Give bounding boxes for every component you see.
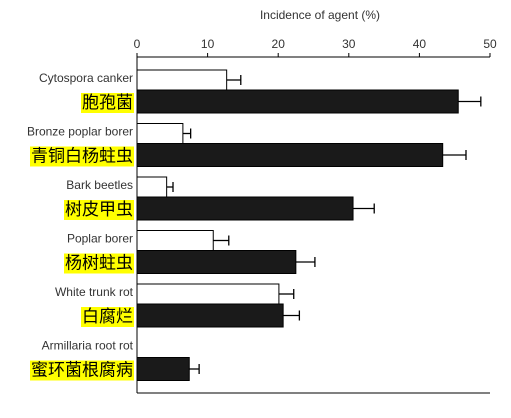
label-highlight xyxy=(30,360,134,381)
category-label: Armillaria root rot xyxy=(42,339,134,353)
bar xyxy=(136,123,184,144)
x-tick-label: 20 xyxy=(272,37,286,51)
category-label: White trunk rot xyxy=(55,285,134,299)
x-tick-label: 10 xyxy=(201,37,215,51)
bar xyxy=(136,357,190,381)
category-translation: 白腐烂 xyxy=(82,307,133,327)
error-bar xyxy=(295,257,316,267)
x-tick-label: 40 xyxy=(413,37,427,51)
label-highlight xyxy=(81,307,134,327)
category-label: Cytospora canker xyxy=(39,71,133,85)
category-translation: 杨树蛀虫 xyxy=(65,254,133,274)
error-bar xyxy=(182,128,192,139)
bar xyxy=(136,230,214,251)
error-bar xyxy=(283,310,301,321)
x-tick-label: 0 xyxy=(134,37,141,51)
category-label: Bronze poplar borer xyxy=(27,125,133,139)
label-highlight xyxy=(30,146,134,167)
x-tick-label: 50 xyxy=(483,37,497,51)
category-label: Poplar borer xyxy=(67,232,133,246)
error-bar xyxy=(226,75,242,85)
error-bar xyxy=(213,235,230,246)
error-bar xyxy=(458,96,482,107)
bar xyxy=(136,303,284,328)
x-axis-label: Incidence of agent (%) xyxy=(260,8,380,22)
error-bar xyxy=(189,364,200,374)
label-highlight xyxy=(81,93,134,113)
error-bar xyxy=(442,150,467,160)
error-bar xyxy=(166,182,174,192)
bar xyxy=(136,250,297,274)
label-highlight xyxy=(64,253,134,274)
x-tick-label: 30 xyxy=(342,37,356,51)
bar xyxy=(136,196,354,221)
category-translation: 树皮甲虫 xyxy=(65,200,133,220)
bar xyxy=(136,176,168,198)
error-bar xyxy=(353,203,375,214)
label-highlight xyxy=(64,200,134,220)
category-translation: 青铜白杨蛀虫 xyxy=(31,147,133,167)
bar xyxy=(136,69,228,91)
bar xyxy=(136,89,459,114)
error-bar xyxy=(278,289,295,299)
category-translation: 胞孢菌 xyxy=(82,93,133,113)
bar xyxy=(136,143,444,167)
bar xyxy=(136,283,280,305)
category-label: Bark beetles xyxy=(66,178,133,192)
category-translation: 蜜环菌根腐病 xyxy=(31,361,133,381)
